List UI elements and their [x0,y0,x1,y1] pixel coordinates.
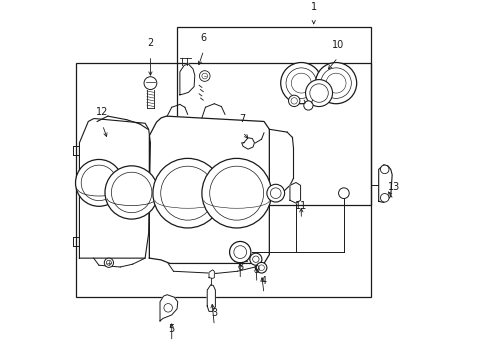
Text: 8: 8 [237,262,243,272]
Text: 6: 6 [200,33,206,42]
Polygon shape [289,183,300,203]
Polygon shape [241,138,254,149]
Circle shape [229,242,250,263]
Circle shape [202,158,271,228]
Polygon shape [149,116,269,264]
Text: 7: 7 [239,114,245,124]
Circle shape [280,63,321,104]
Polygon shape [180,64,194,95]
Polygon shape [79,119,150,258]
Circle shape [153,158,222,228]
Circle shape [266,184,284,202]
Circle shape [338,188,348,198]
Bar [76,63,370,297]
Circle shape [104,258,113,267]
Polygon shape [160,295,178,321]
Circle shape [199,71,210,81]
Circle shape [380,165,388,174]
Text: 13: 13 [386,182,399,192]
Circle shape [303,101,312,110]
Circle shape [305,80,332,107]
Text: 9: 9 [253,265,260,275]
Circle shape [288,95,299,107]
Text: 5: 5 [168,324,175,334]
Circle shape [75,159,122,206]
Bar [177,27,370,205]
Circle shape [256,262,266,273]
Circle shape [144,77,157,90]
Circle shape [315,63,356,104]
Text: 11: 11 [295,201,307,211]
Circle shape [249,253,262,265]
Polygon shape [208,270,214,278]
Polygon shape [207,285,215,311]
Text: 3: 3 [211,308,217,318]
Circle shape [105,166,158,219]
Text: 1: 1 [310,3,316,13]
Polygon shape [378,165,391,202]
Text: 10: 10 [331,40,343,50]
Text: 4: 4 [261,276,266,286]
Circle shape [380,194,388,202]
Text: 12: 12 [96,107,108,117]
Text: 2: 2 [147,38,153,48]
